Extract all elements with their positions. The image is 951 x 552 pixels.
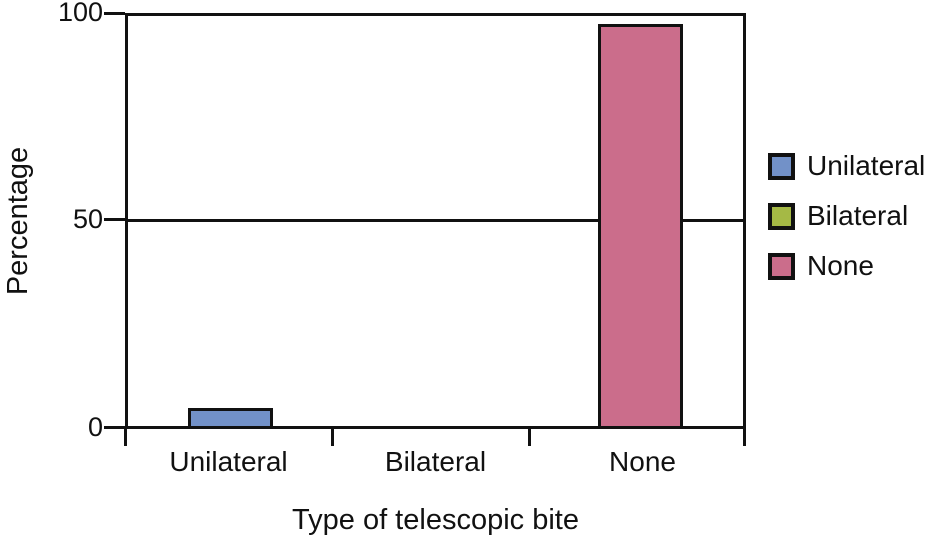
x-label-bilateral: Bilateral	[384, 446, 487, 477]
legend-item-unilateral: Unilateral	[768, 150, 925, 182]
plot-area	[125, 13, 746, 429]
y-tick-mark-50	[104, 218, 125, 221]
x-category-labels: Unilateral Bilateral None	[125, 446, 746, 478]
legend: Unilateral Bilateral None	[768, 150, 925, 300]
y-tick-label-50: 50	[72, 204, 103, 234]
legend-item-bilateral: Bilateral	[768, 200, 925, 232]
bars-container	[128, 16, 743, 426]
category-slot-bilateral	[333, 16, 538, 426]
x-label-unilateral: Unilateral	[169, 446, 288, 477]
y-tick-mark-0	[104, 426, 125, 429]
x-tick-mark-2	[528, 429, 531, 446]
category-slot-unilateral	[128, 16, 333, 426]
legend-label-unilateral: Unilateral	[807, 150, 926, 181]
gridline-50	[128, 219, 743, 222]
x-label-none: None	[609, 446, 676, 477]
legend-label-bilateral: Bilateral	[807, 200, 909, 231]
legend-label-none: None	[807, 250, 874, 281]
y-tick-label-0: 0	[87, 412, 103, 442]
legend-item-none: None	[768, 250, 925, 282]
y-tick-mark-100	[104, 12, 125, 15]
y-tick-label-100: 100	[57, 0, 103, 27]
legend-swatch-none	[768, 252, 795, 280]
category-slot-none	[538, 16, 743, 426]
y-axis-title: Percentage	[2, 146, 34, 296]
legend-swatch-bilateral	[768, 202, 795, 230]
x-tick-mark-1	[331, 429, 334, 446]
bar-unilateral	[188, 407, 273, 426]
x-tick-mark-right	[743, 429, 746, 446]
legend-swatch-unilateral	[768, 152, 795, 180]
x-axis-title: Type of telescopic bite	[292, 504, 579, 536]
bar-none	[598, 24, 683, 426]
x-tick-mark-left	[124, 429, 127, 446]
